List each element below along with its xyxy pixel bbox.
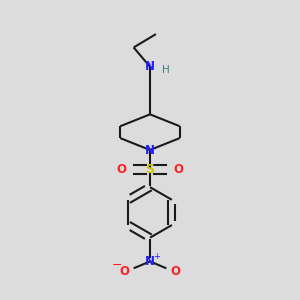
Text: +: + bbox=[153, 252, 160, 261]
Text: S: S bbox=[146, 163, 154, 176]
Text: N: N bbox=[145, 143, 155, 157]
Text: N: N bbox=[145, 255, 155, 268]
Text: −: − bbox=[112, 259, 123, 272]
Text: N: N bbox=[145, 60, 155, 73]
Text: O: O bbox=[173, 163, 183, 176]
Text: H: H bbox=[163, 65, 170, 75]
Text: O: O bbox=[119, 265, 129, 278]
Text: O: O bbox=[171, 265, 181, 278]
Text: O: O bbox=[117, 163, 127, 176]
